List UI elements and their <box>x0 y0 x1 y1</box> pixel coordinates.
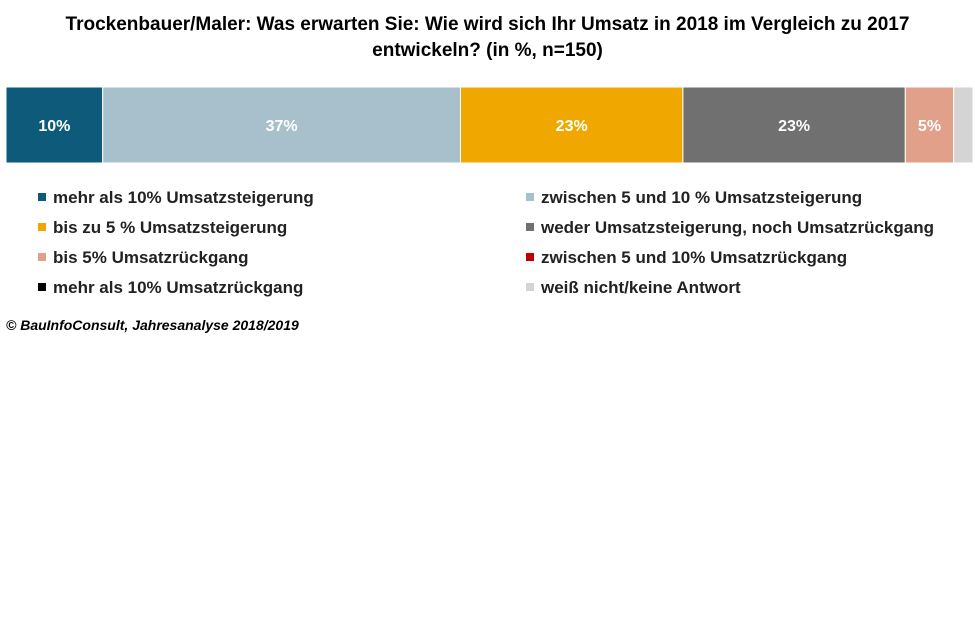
data-label-4: 5% <box>918 118 941 135</box>
legend-item-1: zwischen 5 und 10 % Umsatzsteigerung <box>526 188 862 208</box>
bar-segment-2 <box>459 86 684 164</box>
legend-label: bis zu 5 % Umsatzsteigerung <box>53 218 288 237</box>
legend-label: bis 5% Umsatzrückgang <box>53 248 249 267</box>
legend-item-6: mehr als 10% Umsatzrückgang <box>38 278 303 298</box>
chart-title: Trockenbauer/Maler: Was erwarten Sie: Wi… <box>0 12 975 64</box>
data-label-2: 23% <box>556 118 588 135</box>
title-line-2: entwickeln? (in %, n=150) <box>372 40 603 61</box>
legend-label: mehr als 10% Umsatzsteigerung <box>53 188 314 207</box>
bar-segment-3 <box>682 86 906 164</box>
bar-segment-4 <box>904 86 955 164</box>
legend-swatch <box>38 253 46 261</box>
legend-swatch <box>526 283 534 291</box>
legend-item-2: bis zu 5 % Umsatzsteigerung <box>38 218 287 238</box>
legend-label: weiß nicht/keine Antwort <box>541 278 741 297</box>
legend-swatch <box>38 193 46 201</box>
legend-item-7: weiß nicht/keine Antwort <box>526 278 741 298</box>
legend-item-3: weder Umsatzsteigerung, noch Umsatzrückg… <box>526 218 934 238</box>
legend-swatch <box>38 223 46 231</box>
legend-item-5: zwischen 5 und 10% Umsatzrückgang <box>526 248 847 268</box>
legend-item-0: mehr als 10% Umsatzsteigerung <box>38 188 314 208</box>
data-label-0: 10% <box>38 118 70 135</box>
legend-label: mehr als 10% Umsatzrückgang <box>53 278 304 297</box>
legend-label: zwischen 5 und 10 % Umsatzsteigerung <box>541 188 863 207</box>
data-label-1: 37% <box>266 118 298 135</box>
bar-segment-7 <box>953 86 974 164</box>
legend-swatch <box>526 193 534 201</box>
stacked-bar-chart: 10% 37% 23% 23% 5% <box>5 86 974 164</box>
bar-segment-0 <box>5 86 104 164</box>
legend-swatch <box>38 283 46 291</box>
legend-label: zwischen 5 und 10% Umsatzrückgang <box>541 248 848 267</box>
legend-label: weder Umsatzsteigerung, noch Umsatzrückg… <box>541 218 934 237</box>
data-label-3: 23% <box>778 118 810 135</box>
legend-item-4: bis 5% Umsatzrückgang <box>38 248 249 268</box>
title-line-1: Trockenbauer/Maler: Was erwarten Sie: Wi… <box>65 14 910 35</box>
legend-swatch <box>526 223 534 231</box>
source-note: © BauInfoConsult, Jahresanalyse 2018/201… <box>6 317 299 333</box>
legend-swatch <box>526 253 534 261</box>
